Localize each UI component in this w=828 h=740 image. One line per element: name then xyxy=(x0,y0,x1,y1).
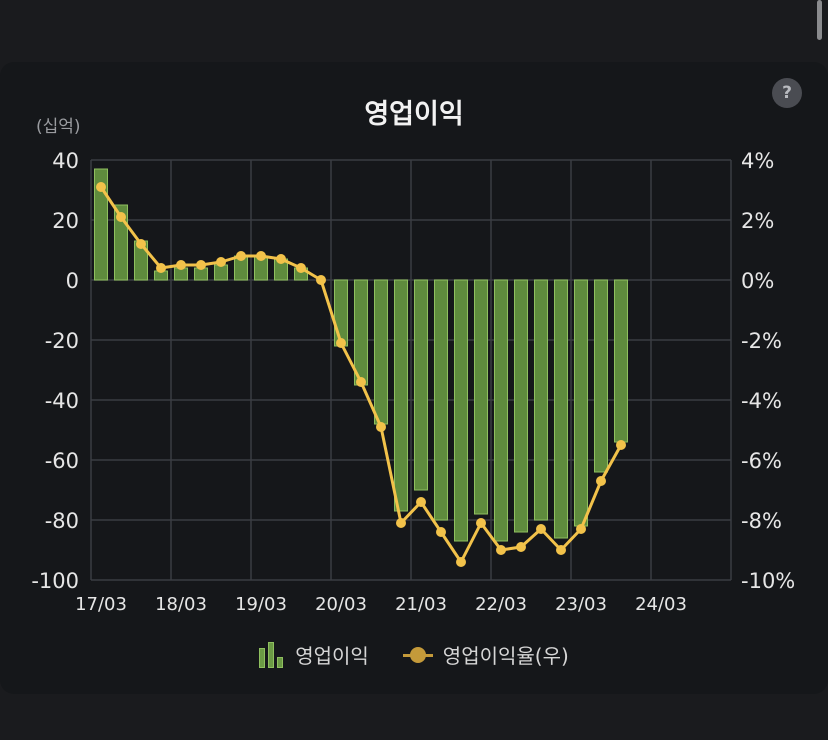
line-series xyxy=(96,182,626,567)
legend-item-line[interactable]: 영업이익율(우) xyxy=(402,640,569,669)
bar xyxy=(594,279,608,473)
y2-tick-label: -2% xyxy=(741,329,782,353)
line-point xyxy=(156,263,166,273)
x-tick-label: 21/03 xyxy=(395,594,447,615)
bar-chart-icon xyxy=(259,641,285,668)
line-point xyxy=(556,545,566,555)
grid-lines xyxy=(90,159,732,581)
line-point xyxy=(336,338,346,348)
scrollbar-thumb[interactable] xyxy=(817,0,822,40)
bar xyxy=(534,279,548,521)
bar xyxy=(614,279,628,443)
legend-item-bar[interactable]: 영업이익 xyxy=(259,640,369,669)
y-tick-label: -20 xyxy=(45,329,79,353)
line-point xyxy=(176,260,186,270)
line-point xyxy=(316,275,326,285)
x-tick-label: 18/03 xyxy=(155,594,207,615)
line-point xyxy=(396,518,406,528)
y2-tick-label: -6% xyxy=(741,449,782,473)
unit-label: (십억) xyxy=(36,117,81,137)
x-axis: 17/03 18/03 19/03 20/03 21/03 22/03 23/03 24/03 xyxy=(75,594,687,615)
bar xyxy=(554,279,568,539)
bar xyxy=(374,279,388,425)
line-point xyxy=(376,422,386,432)
bar xyxy=(214,264,228,281)
y2-tick-label: 0% xyxy=(741,269,774,293)
bar xyxy=(334,279,348,347)
bar xyxy=(454,279,468,542)
line-point xyxy=(436,527,446,537)
y-axis-right: 4% 2% 0% -2% -4% -6% -8% -10% xyxy=(741,149,795,593)
line-point xyxy=(276,254,286,264)
line-point xyxy=(136,239,146,249)
line-point xyxy=(296,263,306,273)
bar xyxy=(514,279,528,533)
y-axis-left: 40 20 0 -20 -40 -60 -80 -100 xyxy=(31,149,79,593)
y2-tick-label: -8% xyxy=(741,509,782,533)
line-point xyxy=(536,524,546,534)
line-point xyxy=(116,212,126,222)
y-tick-label: 20 xyxy=(52,209,79,233)
line-point xyxy=(236,251,246,261)
bar xyxy=(474,279,488,515)
bar xyxy=(494,279,508,542)
y-tick-label: -100 xyxy=(31,569,79,593)
y2-tick-label: 4% xyxy=(741,149,774,173)
bar xyxy=(574,279,588,527)
legend-line-label: 영업이익율(우) xyxy=(442,644,569,668)
legend-bar-label: 영업이익 xyxy=(295,644,369,668)
line-point xyxy=(196,260,206,270)
chart-title: 영업이익 xyxy=(364,99,464,130)
legend: 영업이익 영업이익율(우) xyxy=(0,640,828,669)
x-tick-label: 22/03 xyxy=(475,594,527,615)
y-tick-label: 40 xyxy=(52,149,79,173)
line-point xyxy=(356,377,366,387)
y2-tick-label: -10% xyxy=(741,569,795,593)
line-point xyxy=(216,257,226,267)
bar xyxy=(94,168,108,281)
y-tick-label: 0 xyxy=(66,269,79,293)
y-tick-label: -80 xyxy=(45,509,79,533)
line-point xyxy=(616,440,626,450)
line-marker-icon xyxy=(402,642,433,668)
x-tick-label: 20/03 xyxy=(315,594,367,615)
bar-series xyxy=(94,168,628,542)
y-tick-label: -40 xyxy=(45,389,79,413)
help-button[interactable]: ? xyxy=(772,78,802,108)
line-point xyxy=(96,182,106,192)
line-point xyxy=(496,545,506,555)
bar xyxy=(434,279,448,521)
x-tick-label: 17/03 xyxy=(75,594,127,615)
line-point xyxy=(516,542,526,552)
x-tick-label: 19/03 xyxy=(235,594,287,615)
bar xyxy=(414,279,428,491)
line-point xyxy=(476,518,486,528)
line-point xyxy=(256,251,266,261)
line-point xyxy=(576,524,586,534)
line-point xyxy=(596,476,606,486)
y-tick-label: -60 xyxy=(45,449,79,473)
bar xyxy=(354,279,368,386)
x-tick-label: 23/03 xyxy=(555,594,607,615)
line-point xyxy=(416,497,426,507)
line-point xyxy=(456,557,466,567)
y2-tick-label: 2% xyxy=(741,209,774,233)
x-tick-label: 24/03 xyxy=(635,594,687,615)
y2-tick-label: -4% xyxy=(741,389,782,413)
bar xyxy=(394,279,408,512)
